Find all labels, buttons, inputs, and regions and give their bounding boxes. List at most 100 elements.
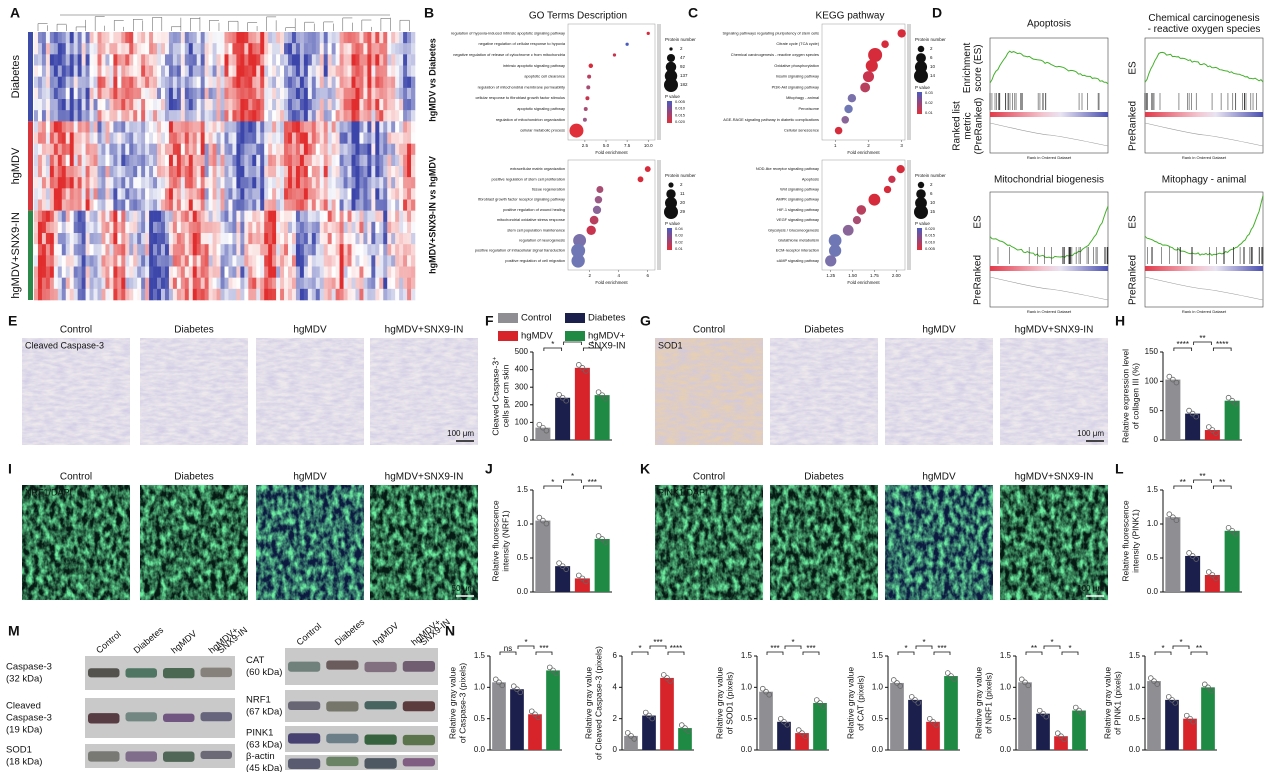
heatmap-cell — [240, 132, 245, 144]
legend-label: 2 — [930, 182, 933, 187]
heatmap-cell — [117, 143, 122, 156]
legend-label: 10 — [930, 200, 936, 205]
bar — [535, 427, 551, 440]
heatmap-cell — [303, 288, 309, 301]
heatmap-cell — [407, 121, 412, 133]
heatmap-cell — [145, 154, 150, 167]
heatmap-cell — [49, 54, 55, 66]
heatmap-cell — [188, 76, 194, 89]
heatmap-cell — [232, 255, 237, 267]
heatmap-cell — [276, 154, 281, 167]
data-point — [583, 578, 589, 585]
plot-frame — [567, 159, 656, 271]
heatmap-cell — [355, 132, 360, 144]
heatmap-cell — [224, 32, 229, 44]
heatmap-cell — [141, 188, 146, 200]
heatmap-cell — [335, 121, 340, 133]
heatmap-cell — [272, 99, 277, 111]
colorbar — [667, 228, 672, 250]
heatmap-cell — [244, 76, 249, 89]
heatmap-cell — [137, 221, 142, 234]
heatmap-cell — [268, 266, 273, 278]
heatmap-cell — [347, 266, 352, 278]
image-column-label: Control — [60, 472, 92, 483]
x-axis-label: Fold enrichment — [595, 280, 628, 285]
heatmap-cell — [153, 199, 158, 211]
heatmap-cell — [34, 177, 39, 189]
bar — [1183, 718, 1197, 750]
heatmap-cell — [208, 43, 213, 55]
heatmap-cell — [291, 177, 297, 189]
heatmap-cell — [200, 277, 205, 290]
heatmap-cell — [228, 43, 233, 55]
heatmap-cell — [101, 76, 106, 89]
heatmap-cell — [303, 177, 309, 189]
heatmap-cell — [149, 233, 154, 245]
micrograph — [370, 485, 478, 600]
heatmap-cell — [295, 99, 301, 111]
heatmap-cell — [145, 177, 150, 189]
heatmap-cell — [220, 121, 225, 133]
heatmap-cell — [240, 277, 245, 290]
heatmap-cell — [256, 266, 261, 278]
heatmap-cell — [41, 32, 47, 44]
heatmap-cell — [280, 99, 285, 111]
heatmap-cell — [85, 76, 90, 89]
heatmap-cell — [407, 233, 412, 245]
heatmap-cell — [339, 266, 344, 278]
heatmap-cell — [184, 266, 190, 278]
heatmap-cell — [172, 32, 178, 44]
ranked-metric — [1144, 276, 1264, 301]
heatmap-cell — [208, 221, 213, 234]
heatmap-cell — [45, 43, 51, 55]
data-point — [944, 670, 951, 676]
heatmap-cell — [153, 154, 158, 167]
heatmap-cell — [351, 143, 356, 156]
heatmap-cell — [176, 43, 182, 55]
blot-band — [364, 701, 397, 710]
heatmap-cell — [307, 199, 313, 211]
heatmap-cell — [153, 121, 158, 133]
gsea-x-label: Rank in Ordered Dataset — [1182, 155, 1227, 160]
significance-label: ** — [1199, 472, 1205, 481]
heatmap-cell — [339, 177, 344, 189]
blot-band — [200, 750, 232, 759]
heatmap-cell — [355, 244, 360, 256]
heatmap-cell — [212, 154, 217, 167]
heatmap-cell — [188, 277, 194, 290]
heatmap-cell — [192, 210, 198, 223]
side-strip — [657, 160, 661, 270]
heatmap-cell — [303, 76, 309, 89]
heatmap-cell — [379, 154, 384, 167]
heatmap-cell — [208, 65, 213, 77]
heatmap-cell — [137, 188, 142, 200]
heatmap-cell — [145, 87, 150, 100]
scale-label: 100 μm — [1077, 584, 1104, 593]
heatmap-cell — [307, 87, 313, 100]
heatmap-cell — [236, 143, 241, 156]
heatmap-cell — [284, 54, 289, 66]
data-point — [1229, 397, 1235, 404]
heatmap-cell — [101, 177, 106, 189]
heatmap-cell — [295, 32, 301, 44]
heatmap-cell — [260, 99, 265, 111]
heatmap-cell — [288, 132, 293, 144]
heatmap-cell — [295, 266, 301, 278]
heatmap-cell — [109, 177, 114, 189]
heatmap-cell — [188, 210, 194, 223]
panel-label: D — [932, 5, 942, 21]
heatmap-cell — [137, 199, 142, 211]
heatmap-cell — [264, 87, 269, 100]
heatmap-cell — [149, 210, 154, 223]
heatmap-cell — [65, 244, 71, 256]
heatmap-cell — [184, 255, 190, 267]
data-point — [1229, 527, 1235, 534]
data-point — [1058, 733, 1064, 740]
data-point — [1147, 675, 1154, 681]
heatmap-cell — [37, 177, 43, 189]
heatmap-cell — [65, 132, 71, 144]
heatmap-cell — [335, 154, 340, 167]
ranked-metric — [989, 276, 1109, 301]
heatmap-cell — [37, 99, 43, 111]
heatmap-cell — [391, 177, 396, 189]
